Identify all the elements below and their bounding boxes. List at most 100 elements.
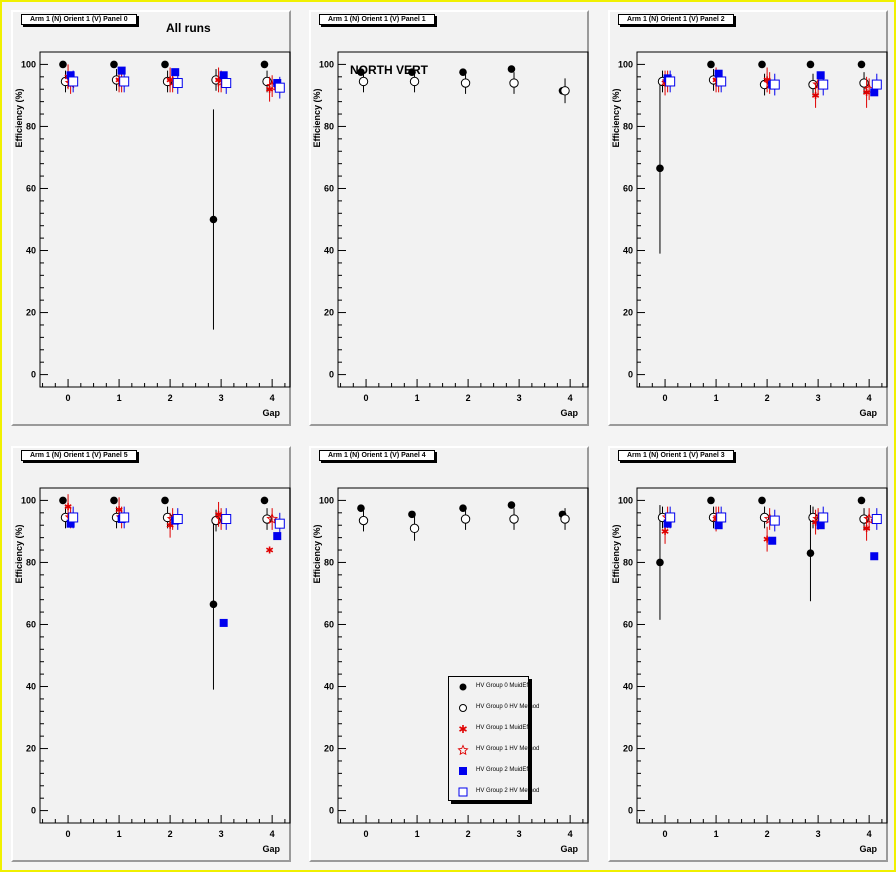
legend-entry: HV Group 2 MuidEff [449,764,530,778]
data-point [806,549,815,557]
legend-marker-open-star [457,744,469,756]
data-point [716,76,727,87]
y-tick-label: 0 [628,370,633,380]
legend-label: HV Group 0 HV Method [476,704,540,710]
data-point [560,514,570,524]
data-point [714,521,723,530]
y-tick-label: 80 [623,121,633,131]
x-axis-title: Gap [560,408,578,418]
y-tick-label: 80 [324,557,334,567]
plot-frame [39,487,291,824]
series-filled-circle [656,60,866,254]
x-tick-label: 0 [66,393,71,403]
data-point [172,514,183,525]
data-point [806,60,815,69]
data-point [221,78,232,89]
y-tick-label: 60 [623,183,633,193]
legend-entry: HV Group 0 MuidEff [449,680,530,694]
data-point [707,496,715,505]
x-tick-label: 4 [270,829,275,839]
data-point [656,558,664,567]
series-open-circle [60,506,272,532]
x-tick-label: 3 [816,829,821,839]
data-point [656,164,664,173]
x-axis-title: Gap [560,844,578,854]
data-point [870,552,879,561]
y-tick-label: 40 [623,682,633,692]
x-tick-label: 0 [66,829,71,839]
pad-panel-3: 0 20 40 60 80 100 0 1 2 3 4 Efficiency (%) Gap Arm 1… [608,446,888,862]
legend-marker-open-square [458,787,468,797]
x-tick-label: 2 [466,829,471,839]
data-point [857,496,866,505]
data-point [110,60,118,69]
data-point [409,76,420,87]
data-point [459,504,467,512]
x-tick-label: 4 [568,829,573,839]
data-point [119,76,130,87]
y-tick-label: 60 [26,619,36,629]
panel-title: Arm 1 (N) Orient 1 (V) Panel 0 [21,14,137,25]
y-axis-title: Efficiency (%) [312,524,322,583]
legend-marker-filled-square [459,767,467,775]
x-tick-label: 3 [816,393,821,403]
data-point [117,66,126,75]
legend-marker-open-circle [459,704,467,712]
data-point [209,600,218,609]
data-point [219,71,228,80]
x-tick-label: 2 [168,829,173,839]
data-point [560,86,570,96]
x-tick-label: 1 [714,393,719,403]
data-point [171,68,180,77]
y-tick-label: 40 [26,246,36,256]
y-tick-label: 80 [324,121,334,131]
data-point [871,514,882,525]
series-filled-circle [656,496,866,620]
x-axis-title: Gap [262,844,280,854]
data-point [665,76,676,87]
y-axis-title: Efficiency (%) [611,524,621,583]
data-point [357,504,365,512]
data-point [358,515,369,526]
panel-title: Arm 1 (N) Orient 1 (V) Panel 3 [618,450,734,461]
x-tick-label: 4 [568,393,573,403]
data-point [66,519,75,528]
data-point [59,496,67,505]
y-tick-label: 100 [319,59,334,69]
y-axis-title: Efficiency (%) [14,88,24,147]
series-filled-circle [357,501,567,519]
legend-label: HV Group 1 MuidEff [476,725,530,731]
legend-entry: HV Group 2 HV Method [449,785,539,799]
y-tick-label: 0 [31,370,36,380]
x-tick-label: 3 [517,829,522,839]
series-open-circle [358,70,570,104]
series-open-circle [657,69,869,96]
y-tick-label: 40 [26,682,36,692]
data-point [68,512,79,523]
legend-label: HV Group 2 HV Method [476,788,540,794]
y-tick-label: 100 [618,59,633,69]
data-point [816,521,825,530]
data-point [68,76,79,87]
y-tick-label: 40 [623,246,633,256]
data-point [871,79,882,90]
data-point [460,78,471,88]
chart-svg: 0 20 40 60 80 100 0 1 2 3 4 Efficiency (%) Gap [312,487,589,854]
data-point [266,512,279,525]
series-open-circle [657,506,869,530]
x-axis-title: Gap [262,408,280,418]
data-point [274,518,285,529]
legend-entry: HV Group 1 HV Method [449,743,539,757]
data-point [172,78,183,89]
data-point [274,82,285,93]
data-point [716,512,727,523]
panel-title: Arm 1 (N) Orient 1 (V) Panel 2 [618,14,734,25]
x-axis-title: Gap [859,408,877,418]
chart-svg: 0 20 40 60 80 100 0 1 2 3 4 Efficiency (%) Gap [14,487,291,854]
data-point [358,76,369,87]
legend-entry: HV Group 1 MuidEff [449,722,530,736]
pad-panel-0: 0 20 40 60 80 100 0 1 2 3 4 Efficiency (%) Gap All ru… [11,10,291,426]
y-tick-label: 20 [623,308,633,318]
data-point [409,523,420,534]
